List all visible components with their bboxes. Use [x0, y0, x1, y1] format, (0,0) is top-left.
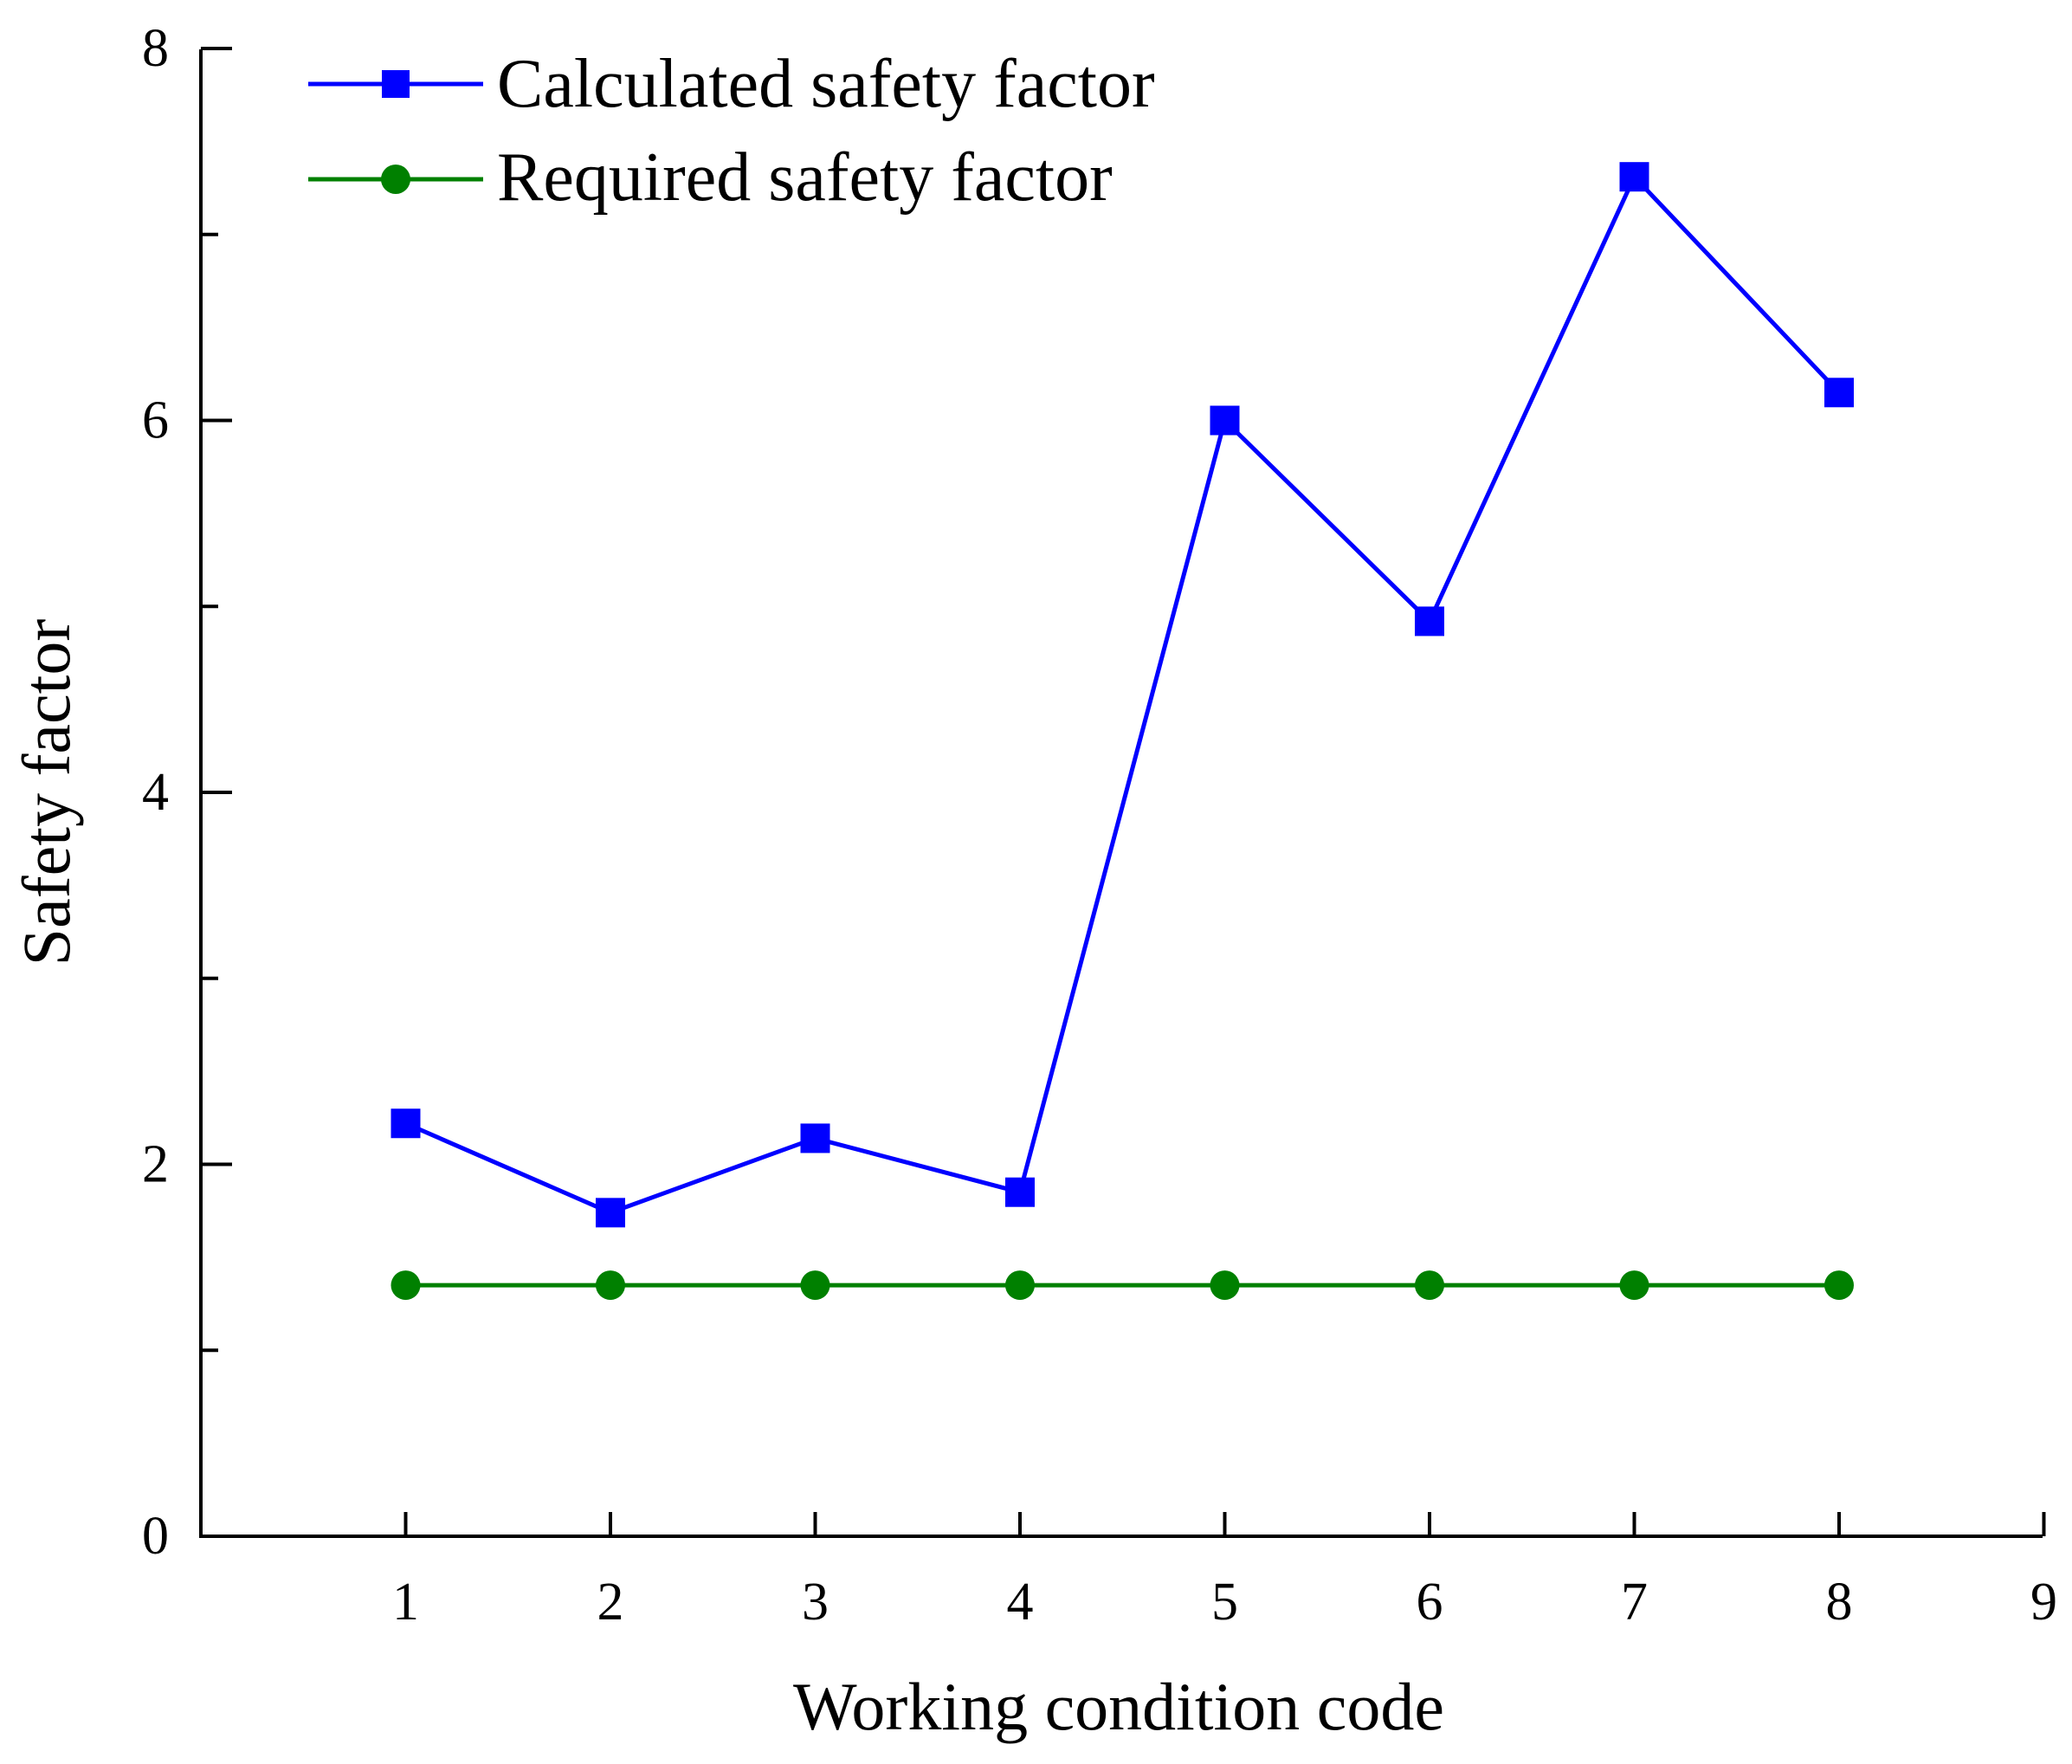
point-required-safety-factor-4 — [1005, 1270, 1035, 1301]
y-tick-label-0: 0 — [142, 1507, 169, 1566]
point-required-safety-factor-6 — [1415, 1270, 1444, 1301]
y-tick-label-4: 4 — [142, 763, 169, 822]
legend-label-required: Required safety factor — [497, 139, 1113, 216]
point-calculated-safety-factor-6 — [1415, 606, 1444, 636]
x-tick-label-1: 1 — [392, 1573, 419, 1632]
series-line-calculated-safety-factor — [404, 172, 1841, 1216]
x-tick-label-5: 5 — [1211, 1573, 1238, 1632]
point-calculated-safety-factor-4 — [1005, 1177, 1035, 1207]
y-axis-title: Safety factor — [9, 619, 84, 966]
legend-entry-calculated: Calculated safety factor — [308, 46, 1155, 122]
point-required-safety-factor-1 — [391, 1270, 421, 1301]
x-axis-title: Working condition code — [793, 1669, 1444, 1744]
point-required-safety-factor-8 — [1824, 1270, 1854, 1301]
point-calculated-safety-factor-3 — [800, 1123, 830, 1153]
point-required-safety-factor-2 — [596, 1270, 625, 1301]
x-tick-label-8: 8 — [1826, 1573, 1853, 1632]
y-tick-label-6: 6 — [142, 391, 169, 450]
point-required-safety-factor-5 — [1210, 1270, 1240, 1301]
x-tick-label-9: 9 — [2030, 1573, 2057, 1632]
legend: Calculated safety factor Required safety… — [308, 46, 1155, 216]
x-tick-label-2: 2 — [597, 1573, 624, 1632]
y-tick-label-8: 8 — [142, 19, 169, 78]
y-ticks: 0 2 4 6 8 — [142, 19, 232, 1566]
x-ticks: 1 2 3 4 5 6 7 8 9 — [392, 1512, 2057, 1632]
y-tick-label-2: 2 — [142, 1135, 169, 1194]
x-tick-label-4: 4 — [1007, 1573, 1034, 1632]
legend-label-calculated: Calculated safety factor — [497, 46, 1155, 122]
legend-entry-required: Required safety factor — [308, 139, 1113, 216]
x-tick-label-7: 7 — [1621, 1573, 1648, 1632]
point-calculated-safety-factor-7 — [1619, 162, 1649, 192]
x-tick-label-3: 3 — [802, 1573, 829, 1632]
point-required-safety-factor-3 — [800, 1270, 830, 1301]
series-layer — [391, 162, 1854, 1301]
legend-marker-required — [381, 165, 410, 194]
point-calculated-safety-factor-8 — [1824, 378, 1854, 408]
point-calculated-safety-factor-1 — [391, 1108, 421, 1139]
legend-marker-calculated — [382, 70, 410, 98]
point-calculated-safety-factor-2 — [596, 1198, 625, 1228]
point-calculated-safety-factor-5 — [1210, 405, 1240, 436]
point-required-safety-factor-7 — [1619, 1270, 1649, 1301]
x-tick-label-6: 6 — [1417, 1573, 1443, 1632]
